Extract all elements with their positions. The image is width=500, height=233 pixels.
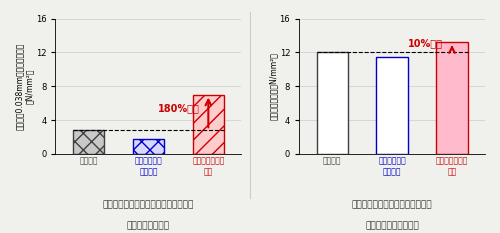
Text: 10%増加: 10%増加 xyxy=(408,38,443,48)
Text: ときの最大付着応力度: ときの最大付着応力度 xyxy=(365,222,419,231)
Bar xyxy=(436,42,468,154)
Bar xyxy=(73,130,104,154)
Y-axis label: 最大付着応力度（N/mm²）: 最大付着応力度（N/mm²） xyxy=(269,52,278,120)
Y-axis label: すべり量0.038mm時の付着応力度
（N/mm²）: すべり量0.038mm時の付着応力度 （N/mm²） xyxy=(15,42,34,130)
Bar xyxy=(316,52,348,154)
Text: ときの付着応力度: ときの付着応力度 xyxy=(127,222,170,231)
Bar xyxy=(133,139,164,154)
Text: 鉄筋からコンクリートがすべり始める: 鉄筋からコンクリートがすべり始める xyxy=(102,201,194,210)
Bar xyxy=(376,57,408,154)
Bar xyxy=(192,95,224,154)
Text: 鉄筋がコンクリートから分離する: 鉄筋がコンクリートから分離する xyxy=(352,201,432,210)
Text: 180%増加: 180%増加 xyxy=(158,103,200,113)
